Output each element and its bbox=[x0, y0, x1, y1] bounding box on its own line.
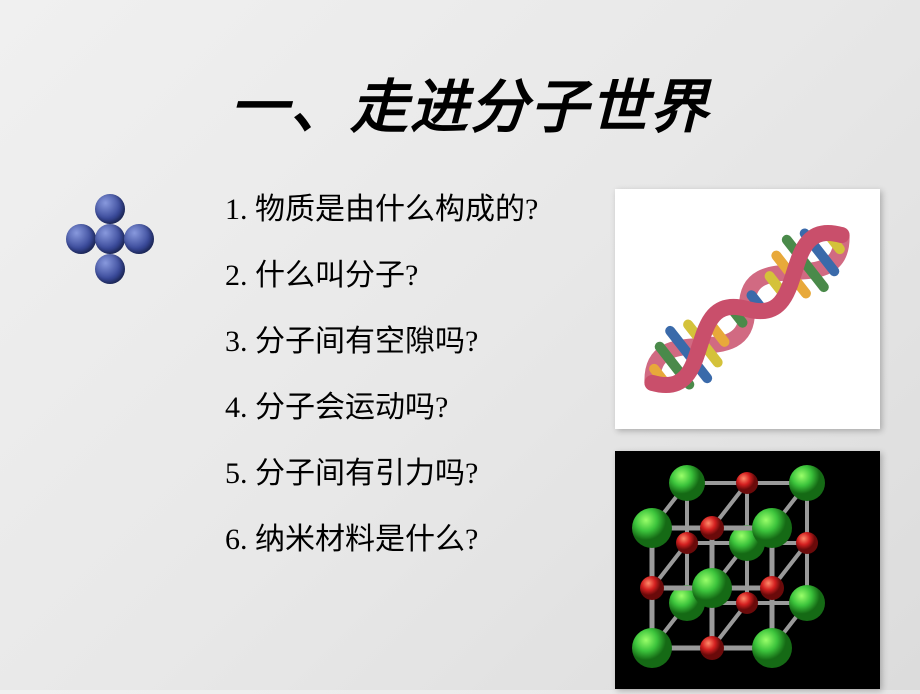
question-list: 1. 物质是由什么构成的? 2. 什么叫分子? 3. 分子间有空隙吗? 4. 分… bbox=[225, 189, 585, 689]
slide: 一、走进分子世界 1. 物质是由什么构成的? 2. 什么叫分子? 3. 分子间有… bbox=[0, 0, 920, 690]
sphere-icon bbox=[95, 194, 125, 224]
list-item: 4. 分子会运动吗? bbox=[225, 387, 585, 429]
right-column bbox=[615, 189, 880, 689]
list-item: 3. 分子间有空隙吗? bbox=[225, 321, 585, 363]
crystal-lattice-image bbox=[615, 451, 880, 689]
content-area: 1. 物质是由什么构成的? 2. 什么叫分子? 3. 分子间有空隙吗? 4. 分… bbox=[60, 189, 880, 689]
list-item: 2. 什么叫分子? bbox=[225, 255, 585, 297]
left-column bbox=[60, 189, 195, 689]
sphere-icon bbox=[95, 224, 125, 254]
list-item: 1. 物质是由什么构成的? bbox=[225, 189, 585, 231]
slide-title: 一、走进分子世界 bbox=[60, 60, 880, 144]
molecule-icon bbox=[60, 194, 160, 294]
list-item: 6. 纳米材料是什么? bbox=[225, 519, 585, 561]
sphere-icon bbox=[124, 224, 154, 254]
sphere-icon bbox=[95, 254, 125, 284]
list-item: 5. 分子间有引力吗? bbox=[225, 453, 585, 495]
dna-helix-image bbox=[615, 189, 880, 429]
sphere-icon bbox=[66, 224, 96, 254]
